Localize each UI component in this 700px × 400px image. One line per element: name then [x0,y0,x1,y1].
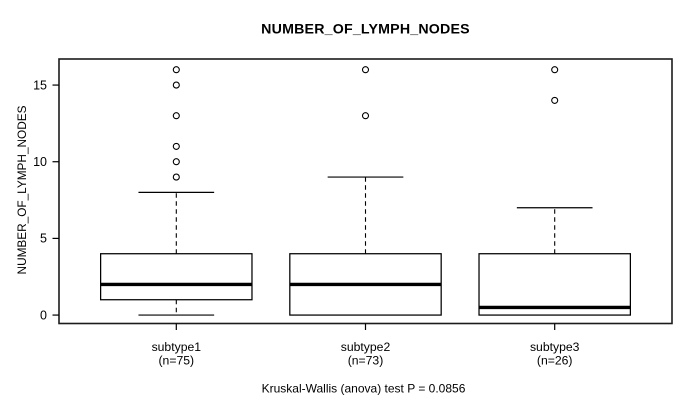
outlier-point [172,81,180,89]
y-tick-label: 0 [40,308,47,322]
x-tick-sublabel: (n=26) [537,354,573,368]
x-tick-label: subtype1 [152,340,202,354]
boxplot-group-subtype3 [478,66,632,316]
outlier-point [551,96,559,104]
x-tick-sublabel: (n=73) [348,354,384,368]
y-tick-label: 10 [33,155,47,169]
iqr-box [478,253,632,316]
iqr-box [99,253,253,301]
y-axis: 0 5 10 15 [33,78,59,322]
outlier-point [172,66,180,74]
boxplot-group-subtype1 [99,66,253,316]
x-tick-sublabel: (n=75) [159,354,195,368]
outlier-point [172,158,180,166]
outlier-point [551,66,559,74]
y-tick-label: 5 [40,232,47,246]
outlier-point [172,142,180,150]
x-axis: subtype1(n=75) subtype2(n=73) subtype3(n=2… [152,323,580,368]
boxplot-series [99,66,632,316]
stat-test-caption: Kruskal-Wallis (anova) test P = 0.0856 [262,382,466,396]
outlier-point [172,173,180,181]
chart-title: NUMBER_OF_LYMPH_NODES [261,22,470,38]
y-tick-label: 15 [33,78,47,92]
boxplot-group-subtype2 [289,66,442,316]
y-axis-title: NUMBER_OF_LYMPH_NODES [15,105,29,274]
outlier-point [361,112,370,120]
outlier-point [172,112,180,120]
x-tick-label: subtype2 [341,340,391,354]
x-tick-label: subtype3 [530,340,580,354]
outlier-point [361,66,370,74]
